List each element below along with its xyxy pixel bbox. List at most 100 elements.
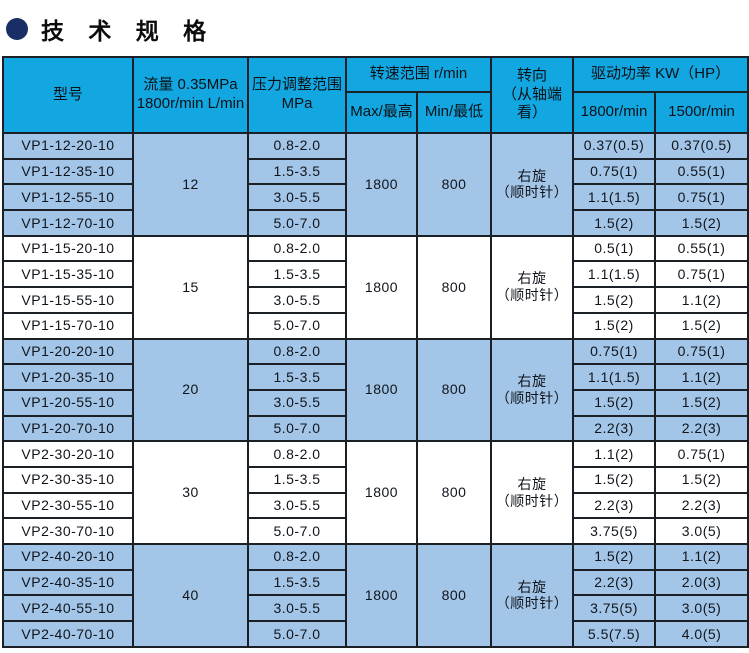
power-1500-cell: 1.5(2): [654, 465, 749, 494]
rotation-line2: （顺时针）: [495, 595, 569, 612]
table-row: VP1-15-20-10 15 0.8-2.0 1800 800 右旋 （顺时针…: [2, 234, 749, 340]
pressure-cell: 1.5-3.5: [247, 363, 347, 391]
table-row: VP2-30-20-10 30 0.8-2.0 1800 800 右旋 （顺时针…: [2, 440, 749, 545]
pressure-cell: 5.0-7.0: [247, 517, 347, 545]
rotation-line1: 右旋: [517, 270, 547, 287]
model-cell: VP1-12-55-10: [2, 183, 134, 212]
col-header-rotation-line2: （从轴端: [502, 85, 563, 103]
power-1800-cell: 1.1(1.5): [572, 183, 657, 212]
table-row: VP2-40-70-10 5.0-7.0 5.5(7.5) 4.0(5): [2, 620, 749, 648]
speed-max-cell: 1800: [345, 234, 418, 340]
model-cell: VP2-30-70-10: [2, 517, 134, 545]
power-1800-cell: 1.1(2): [572, 440, 657, 468]
model-cell: VP1-15-55-10: [2, 286, 134, 314]
table-row: VP1-12-35-10 1.5-3.5 0.75(1) 0.55(1): [2, 157, 749, 186]
table-row: VP1-15-55-10 3.0-5.5 1.5(2) 1.1(2): [2, 286, 749, 314]
model-cell: VP1-12-70-10: [2, 209, 134, 237]
model-cell: VP2-30-35-10: [2, 465, 134, 494]
pressure-cell: 0.8-2.0: [247, 132, 347, 160]
speed-max-cell: 1800: [345, 440, 418, 545]
table-row: VP1-20-20-10 20 0.8-2.0 1800 800 右旋 （顺时针…: [2, 337, 749, 443]
col-header-rotation: 转向 （从轴端 看）: [490, 56, 575, 134]
table-row: VP1-12-20-10 12 0.8-2.0 1800 800 右旋 （顺时针…: [2, 132, 749, 237]
model-cell: VP1-20-35-10: [2, 363, 134, 391]
col-header-pressure-line2: MPa: [281, 95, 313, 112]
power-1500-cell: 2.2(3): [654, 414, 749, 443]
table-row: VP1-15-35-10 1.5-3.5 1.1(1.5) 0.75(1): [2, 260, 749, 289]
model-cell: VP1-20-55-10: [2, 388, 134, 417]
pressure-cell: 5.0-7.0: [247, 311, 347, 340]
table-row: VP1-20-55-10 3.0-5.5 1.5(2) 1.5(2): [2, 388, 749, 417]
table-row: VP2-30-70-10 5.0-7.0 3.75(5) 3.0(5): [2, 517, 749, 545]
speed-max-cell: 1800: [345, 132, 418, 237]
flow-cell: 15: [132, 234, 249, 340]
power-1800-cell: 5.5(7.5): [572, 620, 657, 648]
model-cell: VP2-30-20-10: [2, 440, 134, 468]
power-1800-cell: 0.5(1): [572, 234, 657, 263]
pressure-cell: 5.0-7.0: [247, 414, 347, 443]
power-1800-cell: 3.75(5): [572, 517, 657, 545]
table-row: VP2-30-35-10 1.5-3.5 1.5(2) 1.5(2): [2, 465, 749, 494]
col-header-pressure: 压力调整范围 MPa: [247, 56, 347, 134]
pressure-cell: 3.0-5.5: [247, 286, 347, 314]
power-1500-cell: 4.0(5): [654, 620, 749, 648]
rotation-line2: （顺时针）: [495, 287, 569, 304]
pressure-cell: 1.5-3.5: [247, 260, 347, 289]
rotation-line2: （顺时针）: [495, 184, 569, 201]
power-1800-cell: 1.5(2): [572, 388, 657, 417]
table-row: VP2-40-35-10 1.5-3.5 2.2(3) 2.0(3): [2, 568, 749, 597]
power-1800-cell: 0.37(0.5): [572, 132, 657, 160]
flow-cell: 12: [132, 132, 249, 237]
power-1500-cell: 0.55(1): [654, 234, 749, 263]
speed-max-cell: 1800: [345, 337, 418, 443]
power-1500-cell: 0.37(0.5): [654, 132, 749, 160]
pressure-cell: 3.0-5.5: [247, 183, 347, 212]
rotation-cell: 右旋 （顺时针）: [490, 440, 575, 545]
rotation-line1: 右旋: [517, 167, 547, 184]
model-cell: VP1-15-20-10: [2, 234, 134, 263]
page-title-row: 技 术 规 格: [0, 0, 749, 48]
power-1500-cell: 1.1(2): [654, 286, 749, 314]
spec-table: 型号 流量 0.35MPa 1800r/min L/min 压力调整范围 MPa…: [2, 56, 749, 648]
power-1500-cell: 1.5(2): [654, 388, 749, 417]
flow-cell: 40: [132, 543, 249, 648]
speed-min-cell: 800: [415, 337, 493, 443]
rotation-cell: 右旋 （顺时针）: [490, 543, 575, 648]
rotation-line1: 右旋: [517, 475, 547, 492]
pressure-cell: 0.8-2.0: [247, 543, 347, 571]
table-row: VP1-12-55-10 3.0-5.5 1.1(1.5) 0.75(1): [2, 183, 749, 212]
table-row: VP1-15-70-10 5.0-7.0 1.5(2) 1.5(2): [2, 311, 749, 340]
table-row: VP2-40-20-10 40 0.8-2.0 1800 800 右旋 （顺时针…: [2, 543, 749, 648]
speed-min-cell: 800: [415, 543, 493, 648]
power-1800-cell: 1.5(2): [572, 465, 657, 494]
model-cell: VP2-40-20-10: [2, 543, 134, 571]
power-1800-cell: 1.5(2): [572, 286, 657, 314]
pressure-cell: 3.0-5.5: [247, 491, 347, 520]
col-header-pressure-line1: 压力调整范围: [251, 76, 342, 94]
pressure-cell: 3.0-5.5: [247, 388, 347, 417]
power-1500-cell: 0.75(1): [654, 337, 749, 366]
model-cell: VP1-15-35-10: [2, 260, 134, 289]
rotation-line2: （顺时针）: [495, 492, 569, 509]
speed-min-cell: 800: [415, 132, 493, 237]
col-header-power-1500: 1500r/min: [654, 91, 749, 134]
model-cell: VP1-20-20-10: [2, 337, 134, 366]
power-1500-cell: 1.1(2): [654, 363, 749, 391]
model-cell: VP1-15-70-10: [2, 311, 134, 340]
rotation-cell: 右旋 （顺时针）: [490, 337, 575, 443]
power-1500-cell: 2.0(3): [654, 568, 749, 597]
col-header-flow-line1: 流量 0.35MPa: [143, 76, 238, 94]
speed-min-cell: 800: [415, 234, 493, 340]
model-cell: VP2-40-55-10: [2, 594, 134, 623]
power-1800-cell: 0.75(1): [572, 337, 657, 366]
model-cell: VP1-12-20-10: [2, 132, 134, 160]
power-1500-cell: 1.5(2): [654, 209, 749, 237]
table-row: VP1-12-70-10 5.0-7.0 1.5(2) 1.5(2): [2, 209, 749, 237]
flow-cell: 20: [132, 337, 249, 443]
power-1800-cell: 1.5(2): [572, 311, 657, 340]
power-1800-cell: 3.75(5): [572, 594, 657, 623]
col-header-flow-line2: 1800r/min L/min: [136, 95, 245, 112]
table-row: VP1-20-35-10 1.5-3.5 1.1(1.5) 1.1(2): [2, 363, 749, 391]
rotation-line1: 右旋: [517, 373, 547, 390]
power-1500-cell: 1.5(2): [654, 311, 749, 340]
